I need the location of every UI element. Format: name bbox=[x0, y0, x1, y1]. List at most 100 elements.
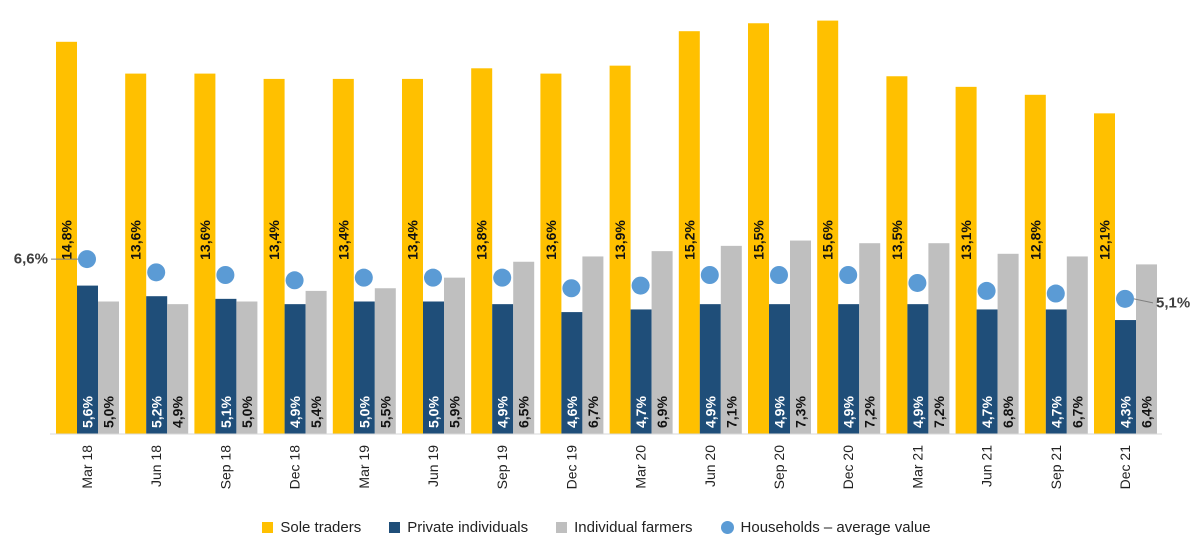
label-individual-farmers-dec-20: 7,2% bbox=[862, 396, 878, 428]
bar-private-individuals-mar-19 bbox=[353, 301, 375, 434]
bar-sole-traders-sep-19 bbox=[471, 68, 493, 435]
label-private-individuals-sep-20: 4,9% bbox=[772, 396, 788, 428]
label-sole-traders-sep-18: 13,6% bbox=[197, 220, 213, 260]
bar-individual-farmers-mar-21 bbox=[928, 243, 950, 434]
legend-item-households[interactable]: Households – average value bbox=[720, 519, 931, 536]
bar-private-individuals-sep-20 bbox=[769, 304, 790, 434]
label-individual-farmers-jun-20: 7,1% bbox=[723, 396, 739, 428]
label-private-individuals-jun-21: 4,7% bbox=[979, 396, 995, 428]
households-last-label: 5,1% bbox=[1156, 294, 1190, 311]
label-private-individuals-sep-18: 5,1% bbox=[218, 396, 234, 428]
bar-sole-traders-sep-18 bbox=[194, 73, 216, 434]
label-private-individuals-mar-20: 4,7% bbox=[633, 396, 649, 428]
label-private-individuals-sep-21: 4,7% bbox=[1048, 396, 1064, 428]
label-sole-traders-mar-19: 13,4% bbox=[335, 220, 351, 260]
legend-item-private-individuals[interactable]: Private individuals bbox=[389, 519, 528, 536]
bar-private-individuals-sep-18 bbox=[215, 298, 237, 434]
bar-sole-traders-sep-20 bbox=[748, 23, 769, 434]
point-households-mar-18 bbox=[78, 250, 96, 269]
x-tick-jun-21: Jun 21 bbox=[979, 445, 995, 487]
label-private-individuals-mar-19: 5,0% bbox=[356, 396, 372, 428]
label-private-individuals-dec-20: 4,9% bbox=[841, 396, 857, 428]
label-individual-farmers-jun-19: 5,9% bbox=[447, 396, 463, 428]
x-tick-dec-20: Dec 20 bbox=[840, 445, 856, 490]
label-sole-traders-mar-20: 13,9% bbox=[612, 220, 628, 260]
point-households-sep-18 bbox=[216, 266, 235, 284]
label-individual-farmers-sep-21: 6,7% bbox=[1069, 396, 1085, 428]
x-tick-sep-19: Sep 19 bbox=[494, 445, 510, 490]
label-private-individuals-mar-21: 4,9% bbox=[910, 396, 926, 428]
label-individual-farmers-sep-19: 6,5% bbox=[516, 396, 532, 428]
x-tick-mar-20: Mar 20 bbox=[633, 445, 649, 489]
bar-individual-farmers-mar-18 bbox=[98, 301, 119, 434]
point-households-sep-19 bbox=[493, 268, 512, 287]
point-households-sep-21 bbox=[1046, 284, 1065, 303]
x-tick-sep-21: Sep 21 bbox=[1048, 445, 1064, 490]
label-individual-farmers-jun-18: 4,9% bbox=[170, 396, 186, 428]
bar-sole-traders-mar-21 bbox=[886, 76, 908, 434]
bar-sole-traders-jun-19 bbox=[402, 78, 423, 435]
label-private-individuals-dec-18: 4,9% bbox=[287, 396, 303, 428]
x-tick-dec-18: Dec 18 bbox=[287, 445, 303, 490]
label-private-individuals-jun-19: 5,0% bbox=[426, 396, 442, 428]
legend-swatch-individual-farmers bbox=[556, 521, 568, 533]
label-sole-traders-mar-21: 13,5% bbox=[889, 220, 905, 260]
bar-private-individuals-dec-20 bbox=[838, 304, 860, 434]
labels-layer: 14,8% 5,6% 5,0% 13,6% 5,2% 4,9% 13,6% 5,1% 5,0% 1… bbox=[14, 220, 1190, 428]
label-private-individuals-jun-18: 5,2% bbox=[149, 396, 165, 428]
point-households-mar-21 bbox=[908, 273, 927, 292]
bar-individual-farmers-dec-19 bbox=[582, 256, 604, 434]
legend-label-individual-farmers: Individual farmers bbox=[574, 518, 693, 536]
label-private-individuals-mar-18: 5,6% bbox=[80, 396, 96, 428]
legend-item-individual-farmers[interactable]: Individual farmers bbox=[556, 518, 693, 536]
bar-sole-traders-dec-19 bbox=[540, 73, 562, 434]
label-sole-traders-dec-20: 15,6% bbox=[820, 220, 836, 260]
bar-private-individuals-dec-19 bbox=[561, 312, 583, 434]
x-tick-mar-19: Mar 19 bbox=[356, 445, 372, 489]
x-tick-mar-18: Mar 18 bbox=[79, 445, 95, 489]
bar-private-individuals-jun-18 bbox=[146, 296, 168, 434]
label-individual-farmers-mar-20: 6,9% bbox=[654, 396, 670, 428]
bar-individual-farmers-sep-18 bbox=[236, 301, 258, 434]
points-layer bbox=[78, 250, 1134, 308]
point-households-dec-19 bbox=[562, 279, 581, 298]
bar-individual-farmers-jun-18 bbox=[167, 304, 189, 434]
bar-private-individuals-mar-18 bbox=[77, 285, 98, 434]
point-households-jun-20 bbox=[700, 266, 719, 284]
bar-individual-farmers-dec-18 bbox=[305, 290, 327, 434]
label-individual-farmers-sep-20: 7,3% bbox=[793, 396, 809, 428]
bar-private-individuals-mar-20 bbox=[630, 309, 652, 434]
label-individual-farmers-mar-21: 7,2% bbox=[931, 396, 947, 428]
point-households-jun-21 bbox=[977, 281, 996, 300]
label-sole-traders-sep-20: 15,5% bbox=[751, 220, 767, 260]
bar-sole-traders-jun-20 bbox=[678, 31, 700, 434]
bar-individual-farmers-dec-20 bbox=[859, 243, 881, 434]
label-sole-traders-jun-21: 13,1% bbox=[958, 220, 974, 260]
bar-private-individuals-mar-21 bbox=[907, 304, 929, 434]
x-tick-dec-19: Dec 19 bbox=[563, 445, 579, 490]
x-tick-jun-19: Jun 19 bbox=[425, 445, 441, 487]
label-individual-farmers-mar-19: 5,5% bbox=[377, 396, 393, 428]
bars-layer bbox=[56, 20, 1157, 435]
label-sole-traders-jun-19: 13,4% bbox=[405, 220, 421, 260]
label-private-individuals-dec-21: 4,3% bbox=[1118, 396, 1134, 428]
bar-individual-farmers-sep-21 bbox=[1066, 256, 1088, 434]
point-households-mar-20 bbox=[631, 276, 650, 295]
bar-individual-farmers-mar-20 bbox=[651, 251, 673, 434]
label-private-individuals-jun-20: 4,9% bbox=[702, 396, 718, 428]
bar-sole-traders-mar-20 bbox=[609, 65, 631, 435]
label-sole-traders-sep-19: 13,8% bbox=[474, 220, 490, 260]
label-sole-traders-jun-18: 13,6% bbox=[128, 220, 144, 260]
label-individual-farmers-dec-19: 6,7% bbox=[585, 396, 601, 428]
legend-item-sole-traders[interactable]: Sole traders bbox=[262, 519, 361, 536]
point-households-dec-18 bbox=[285, 271, 304, 290]
bar-sole-traders-jun-18 bbox=[125, 73, 147, 434]
bar-sole-traders-dec-18 bbox=[263, 78, 285, 435]
bar-private-individuals-jun-20 bbox=[699, 304, 721, 434]
point-households-jun-19 bbox=[424, 268, 442, 287]
x-tick-dec-21: Dec 21 bbox=[1117, 445, 1133, 490]
point-households-dec-21 bbox=[1116, 289, 1134, 308]
leader-line-last bbox=[1133, 298, 1154, 304]
bar-private-individuals-jun-19 bbox=[423, 301, 444, 434]
